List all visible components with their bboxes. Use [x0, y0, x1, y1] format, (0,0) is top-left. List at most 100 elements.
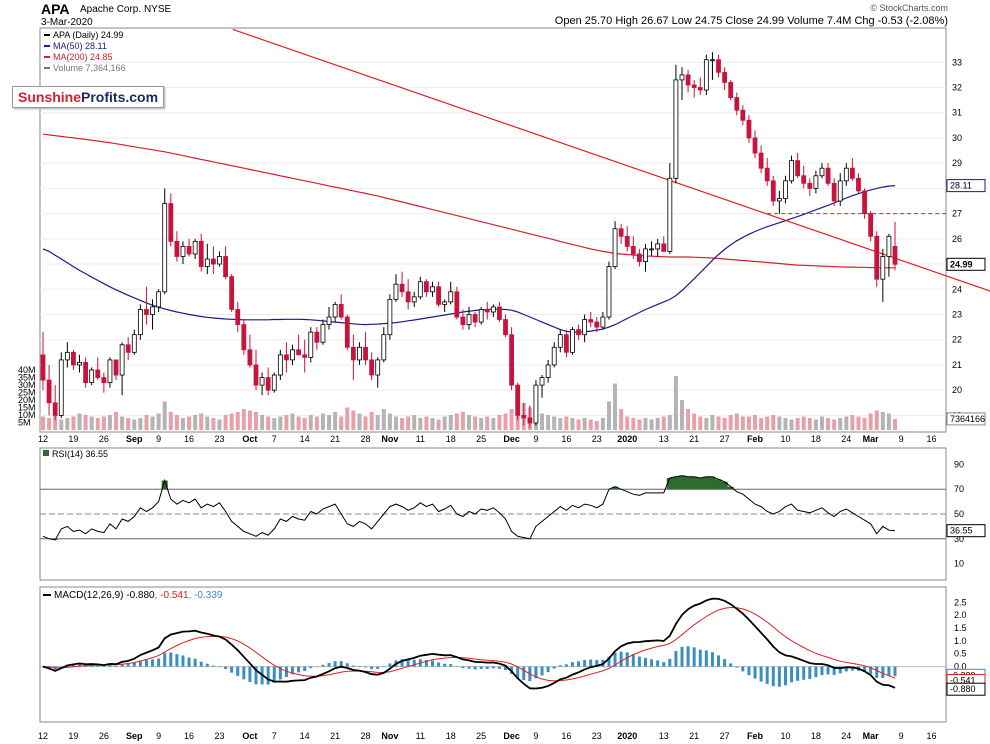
- volume-bar: [150, 416, 155, 430]
- x-axis-label: 16: [561, 434, 571, 444]
- volume-bar: [606, 401, 611, 430]
- chart-date: 3-Mar-2020: [41, 17, 93, 28]
- candle-body: [77, 362, 82, 366]
- legend-entry: MA(50) 28.11: [53, 41, 107, 51]
- candle-body: [710, 59, 715, 62]
- candle-body: [533, 384, 539, 424]
- macd-histogram-bar: [759, 666, 763, 682]
- price-tick-label: 29: [952, 158, 962, 168]
- candle-body: [186, 245, 192, 255]
- macd-histogram-bar: [327, 663, 331, 667]
- x-axis-label: 18: [811, 434, 821, 444]
- macd-histogram-bar: [534, 666, 538, 679]
- volume-bar: [387, 413, 392, 430]
- volume-bar: [229, 413, 234, 430]
- candle-body: [387, 298, 393, 336]
- x-axis-label-bottom: 16: [184, 731, 194, 741]
- candle-body: [423, 281, 429, 293]
- volume-bar: [649, 419, 654, 430]
- candle-body: [156, 291, 162, 308]
- candle-body: [162, 203, 168, 293]
- x-axis-label-bottom: 7: [272, 731, 277, 741]
- macd-histogram-bar: [406, 659, 410, 667]
- macd-signal-line: [42, 606, 896, 682]
- x-axis-label-bottom: 28: [361, 731, 371, 741]
- volume-bar: [540, 413, 545, 430]
- ticker-symbol[interactable]: APA: [41, 1, 70, 17]
- volume-bar: [801, 416, 806, 430]
- candle-body: [843, 167, 849, 182]
- macd-histogram-bar: [321, 664, 325, 667]
- volume-bar: [272, 418, 277, 430]
- candle-body: [271, 374, 277, 391]
- copyright-text[interactable]: © StockCharts.com: [870, 3, 948, 13]
- candle-body: [734, 97, 740, 111]
- volume-bar: [643, 418, 648, 430]
- volume-tick-label: 25M: [18, 388, 36, 398]
- macd-legend-swatch: [43, 594, 51, 596]
- legend-entry: APA (Daily) 24.99: [53, 30, 123, 40]
- macd-histogram-bar: [254, 666, 258, 685]
- candle-body: [813, 175, 819, 189]
- x-axis-label-bottom: Mar: [863, 731, 880, 741]
- logo-part-profits: Profits.com: [81, 89, 159, 105]
- macd-tick-label: 1.5: [954, 623, 967, 633]
- candle-body: [119, 344, 125, 376]
- x-axis-label: 28: [361, 434, 371, 444]
- volume-bar: [217, 419, 222, 430]
- logo-part-sunshine: Sunshine: [18, 89, 82, 105]
- candle-body: [551, 346, 557, 366]
- macd-tick-label: 1.0: [954, 636, 967, 646]
- candle-body: [716, 59, 721, 73]
- macd-histogram-bar: [236, 666, 240, 676]
- x-axis-label: 24: [841, 434, 851, 444]
- macd-histogram-bar: [516, 666, 520, 679]
- macd-histogram-bar: [619, 651, 623, 667]
- candle-body: [247, 349, 253, 366]
- candle-body: [290, 349, 295, 361]
- panel-frame-0: [39, 27, 947, 433]
- candle-body: [350, 346, 356, 361]
- candle-body: [472, 314, 478, 323]
- volume-bar: [680, 400, 684, 430]
- candle-body: [691, 84, 697, 88]
- candle-body: [442, 301, 448, 305]
- candle-body: [746, 119, 752, 139]
- volume-bar: [65, 418, 70, 430]
- macd-histogram-bar: [242, 666, 246, 680]
- macd-histogram-bar: [181, 655, 185, 667]
- volume-bar: [746, 416, 751, 430]
- x-axis-label-bottom: 10: [780, 731, 790, 741]
- candle-body: [229, 276, 235, 310]
- macd-histogram-bar: [114, 665, 118, 667]
- macd-histogram-bar: [747, 666, 751, 676]
- x-axis-label-bottom: 16: [927, 731, 937, 741]
- price-tick-label: 31: [952, 108, 962, 118]
- volume-bar: [588, 419, 593, 430]
- candle-body: [612, 228, 618, 267]
- volume-bar: [838, 418, 843, 430]
- macd-histogram-bar: [802, 666, 806, 680]
- candle-body: [801, 175, 807, 184]
- rsi-last-label: 36.55: [950, 526, 973, 536]
- volume-bar: [552, 416, 557, 430]
- candle-body: [320, 324, 326, 343]
- macd-histogram-bar: [607, 656, 611, 667]
- candle-body: [484, 309, 490, 313]
- volume-bar: [479, 418, 484, 430]
- macd-histogram-bar: [577, 661, 581, 667]
- company-label: Apache Corp.: [80, 4, 142, 15]
- volume-bar: [686, 409, 691, 430]
- price-tick-label: 20: [952, 385, 962, 395]
- x-axis-label-bottom: Dec: [503, 731, 520, 741]
- volume-bar: [424, 416, 429, 430]
- volume-bar: [460, 412, 465, 430]
- volume-bar: [47, 418, 52, 430]
- price-tick-label: 24: [952, 284, 962, 294]
- macd-histogram-bar: [729, 663, 733, 667]
- candle-body: [856, 177, 861, 192]
- x-axis-label: 2020: [617, 434, 637, 444]
- volume-bar: [266, 416, 271, 430]
- volume-bar: [740, 416, 745, 430]
- candle-body: [466, 314, 472, 325]
